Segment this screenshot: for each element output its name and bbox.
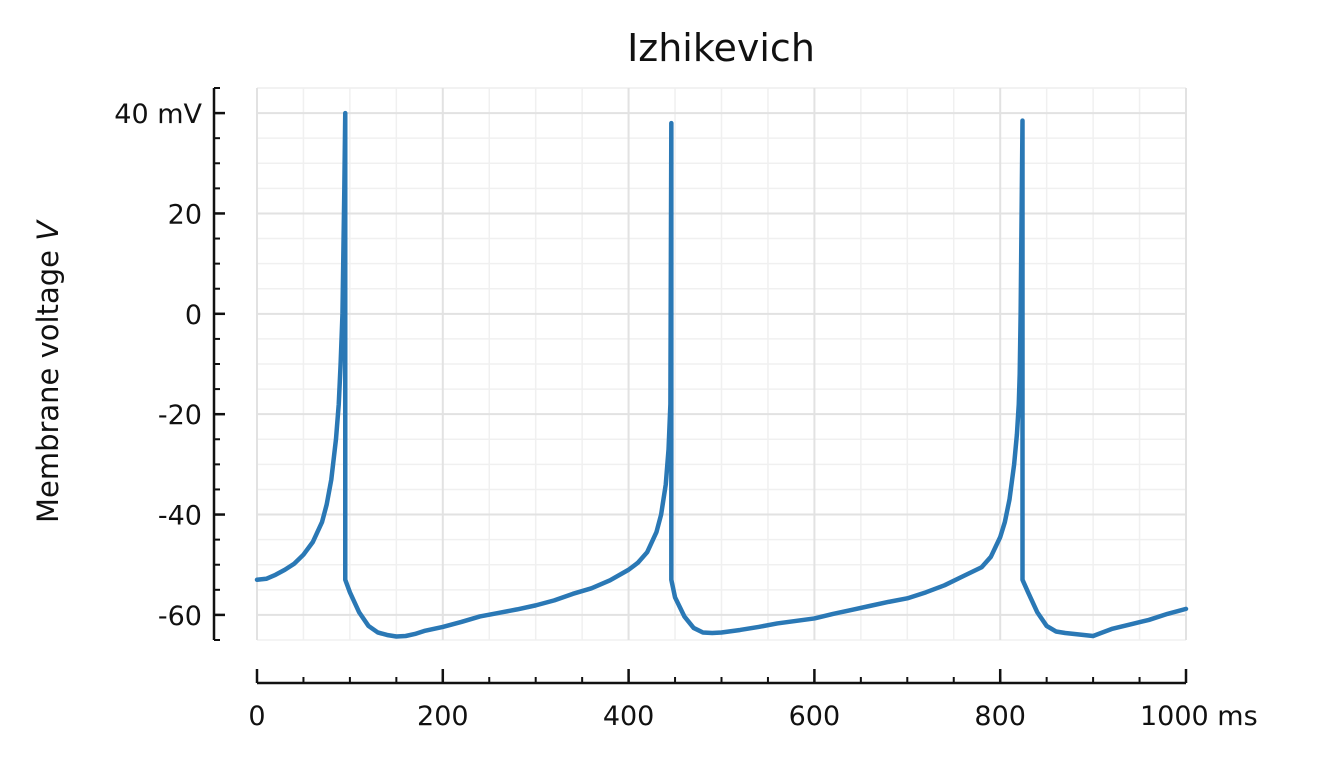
x-tick-label: 0 (248, 701, 265, 732)
membrane-voltage-line (254, 110, 1189, 639)
y-tick-label: -60 (158, 601, 202, 632)
y-tick-label: 40 mV (114, 99, 202, 130)
x-tick-label: 200 (417, 701, 469, 732)
x-axis: 0 200 400 600 800 1000 ms (248, 669, 1258, 732)
x-tick-label: 800 (974, 701, 1026, 732)
x-tick-label: 400 (603, 701, 655, 732)
x-tick-label: 600 (789, 701, 841, 732)
chart-title: Izhikevich (627, 26, 815, 70)
minor-grid (256, 87, 1187, 641)
major-grid (256, 88, 1187, 640)
y-tick-label: -40 (158, 501, 202, 532)
y-tick-label: -20 (158, 400, 202, 431)
y-axis: -60 -40 -20 0 20 40 mV (114, 87, 225, 641)
x-tick-label: 1000 ms (1140, 701, 1258, 732)
series-group (254, 110, 1189, 639)
y-tick-label: 20 (168, 199, 202, 230)
y-tick-label: 0 (185, 300, 202, 331)
